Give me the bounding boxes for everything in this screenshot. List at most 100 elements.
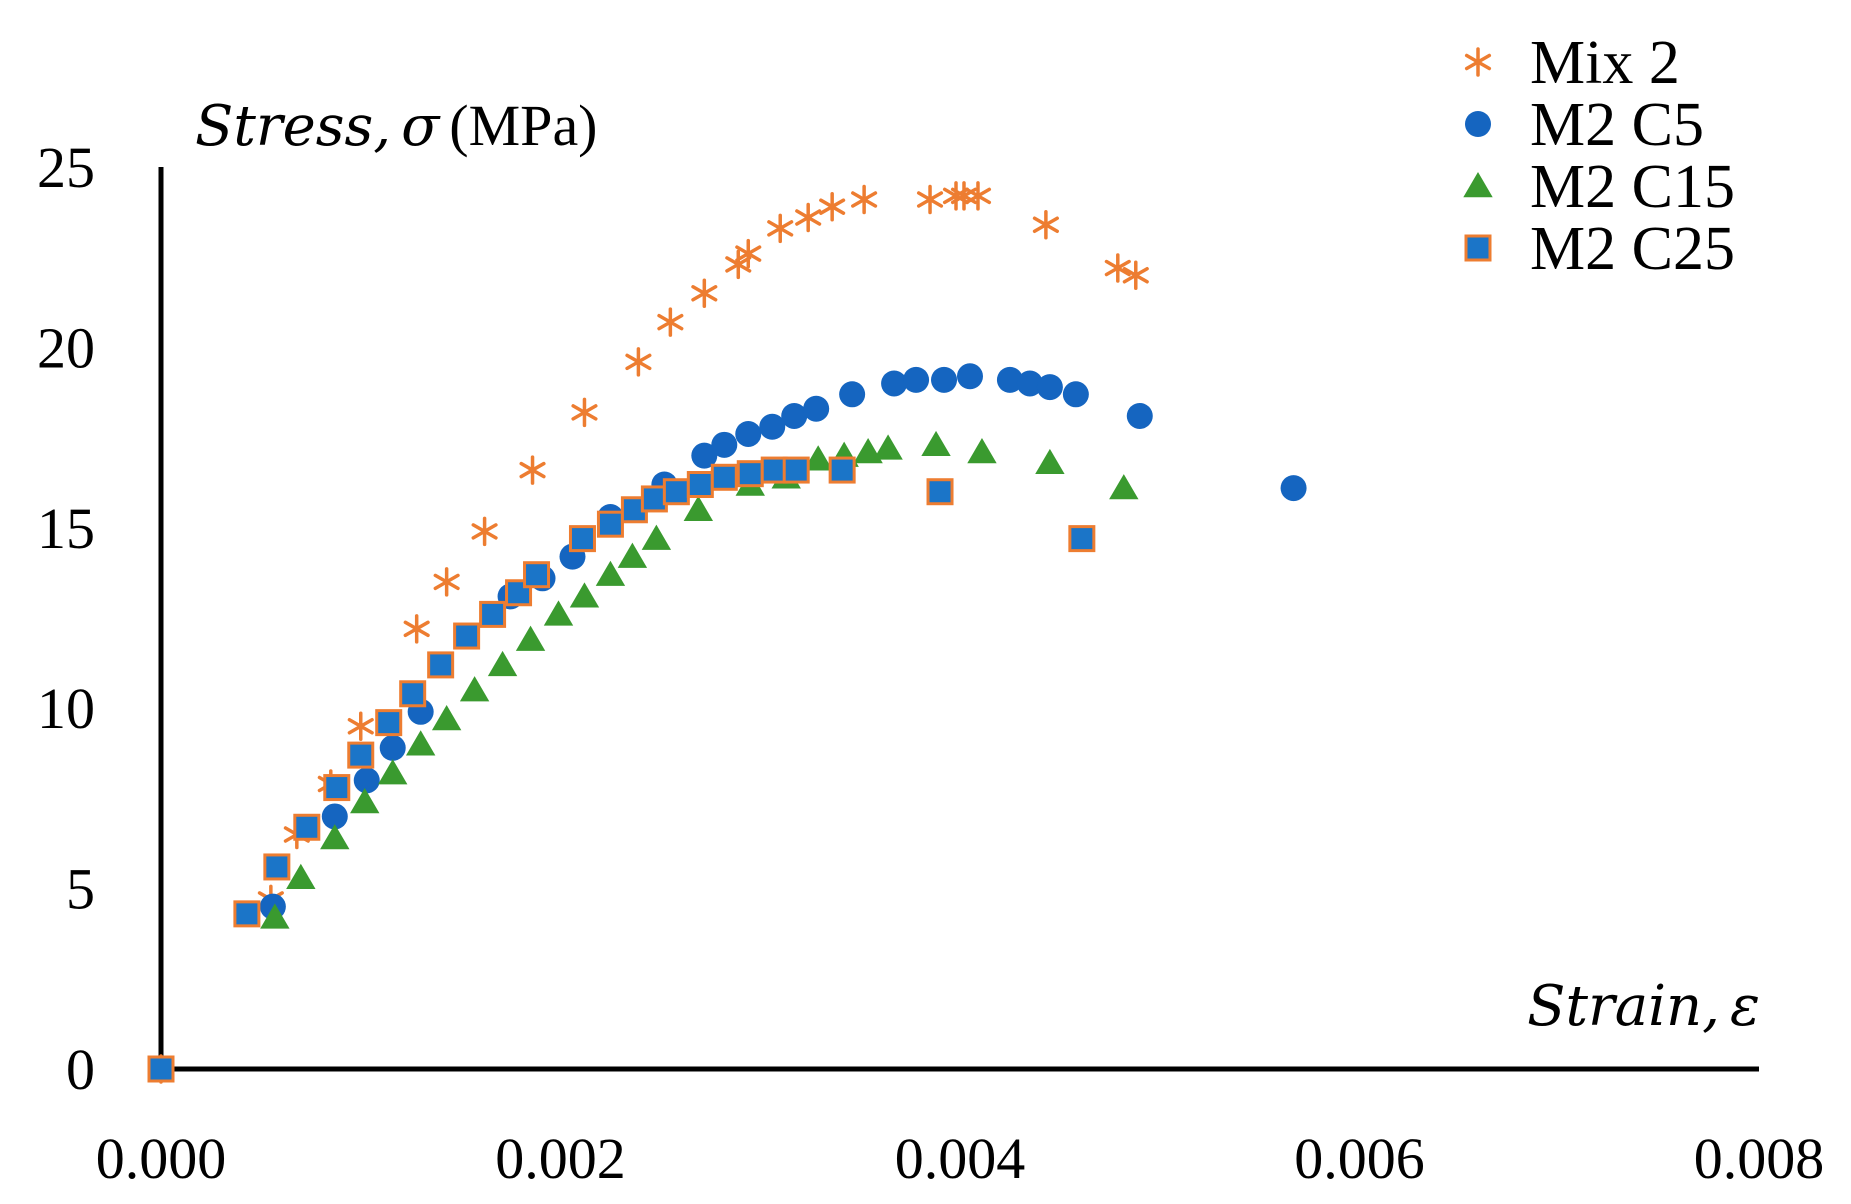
plot-area bbox=[147, 181, 1307, 1084]
data-point bbox=[996, 366, 1023, 393]
data-point bbox=[710, 463, 738, 491]
data-point bbox=[657, 307, 684, 337]
data-point bbox=[347, 741, 375, 769]
data-point bbox=[1035, 448, 1065, 475]
data-point bbox=[427, 651, 455, 679]
series-mix-2 bbox=[147, 181, 1149, 1084]
y-tick-label: 15 bbox=[37, 496, 95, 561]
data-point bbox=[711, 431, 738, 458]
data-point bbox=[1122, 260, 1149, 290]
data-point bbox=[353, 767, 380, 794]
data-point bbox=[1016, 370, 1043, 397]
data-point bbox=[378, 759, 408, 785]
legend-marker bbox=[1464, 234, 1492, 262]
data-point bbox=[1280, 475, 1307, 502]
data-point bbox=[931, 366, 958, 393]
x-tick-label: 0.000 bbox=[96, 1126, 227, 1191]
data-point bbox=[263, 853, 291, 881]
x-tick-label: 0.002 bbox=[495, 1126, 626, 1191]
legend-entry: M2 C15 bbox=[1463, 153, 1735, 221]
data-point bbox=[595, 560, 626, 586]
data-point bbox=[471, 516, 498, 547]
series-m2-c25 bbox=[147, 456, 1096, 1083]
data-point bbox=[596, 510, 624, 538]
data-point bbox=[543, 600, 574, 626]
data-point bbox=[839, 381, 866, 408]
tick-labels: 0.000 0.002 0.004 0.006 0.008 0 5 10 15 20 25 bbox=[37, 135, 1824, 1191]
data-point bbox=[795, 202, 822, 233]
data-point bbox=[641, 524, 672, 550]
legend-entry: Mix 2 bbox=[1464, 29, 1680, 97]
data-point bbox=[735, 420, 762, 447]
data-point bbox=[569, 582, 600, 608]
data-point bbox=[347, 711, 374, 741]
data-point bbox=[1062, 381, 1089, 408]
data-point bbox=[683, 495, 714, 521]
y-tick-label: 5 bbox=[66, 857, 95, 922]
data-point bbox=[767, 213, 794, 244]
data-point bbox=[323, 774, 351, 802]
data-point bbox=[782, 456, 810, 484]
data-point bbox=[873, 434, 903, 460]
data-point bbox=[350, 788, 380, 814]
x-tick-label: 0.004 bbox=[895, 1126, 1026, 1191]
data-point bbox=[320, 824, 350, 850]
data-point bbox=[459, 676, 490, 702]
data-point bbox=[375, 709, 403, 737]
x-tick-label: 0.008 bbox=[1694, 1126, 1825, 1191]
data-point bbox=[405, 730, 436, 756]
x-axis-label: Strain, ε bbox=[1527, 974, 1760, 1039]
y-tick-label: 20 bbox=[37, 315, 95, 380]
data-point bbox=[759, 413, 786, 440]
data-point bbox=[568, 525, 596, 553]
data-point bbox=[828, 456, 856, 484]
data-point bbox=[967, 438, 997, 464]
data-point bbox=[1109, 474, 1139, 500]
data-point bbox=[735, 238, 762, 269]
data-point bbox=[571, 397, 598, 428]
data-point bbox=[662, 478, 690, 506]
y-tick-label: 10 bbox=[37, 676, 95, 741]
data-point bbox=[881, 370, 908, 397]
y-tick-label: 25 bbox=[37, 135, 95, 200]
data-point bbox=[260, 903, 290, 929]
data-point bbox=[1068, 525, 1096, 553]
data-point bbox=[803, 445, 833, 471]
y-axis-label: Stress, σ (MPa) bbox=[195, 93, 598, 159]
data-point bbox=[515, 625, 546, 651]
data-point bbox=[625, 347, 652, 377]
legend-entry: M2 C25 bbox=[1464, 215, 1735, 283]
data-point bbox=[926, 478, 954, 506]
data-point bbox=[1126, 402, 1153, 429]
legend-label: M2 C15 bbox=[1530, 153, 1735, 221]
data-point bbox=[233, 900, 261, 928]
data-point bbox=[1036, 374, 1063, 401]
legend-label: Mix 2 bbox=[1530, 29, 1680, 97]
data-point bbox=[851, 184, 878, 215]
data-point bbox=[1104, 253, 1131, 283]
data-point bbox=[691, 278, 718, 309]
data-point bbox=[686, 471, 714, 499]
axes bbox=[158, 167, 1759, 1072]
data-point bbox=[964, 181, 992, 211]
data-point bbox=[286, 863, 316, 889]
data-point bbox=[725, 249, 752, 280]
data-point bbox=[781, 402, 808, 429]
legend-marker bbox=[1463, 172, 1493, 198]
data-point bbox=[803, 395, 830, 422]
data-point bbox=[479, 600, 507, 628]
data-point bbox=[916, 184, 944, 215]
x-tick-label: 0.006 bbox=[1294, 1126, 1425, 1191]
y-tick-label: 0 bbox=[66, 1037, 95, 1102]
series-m2-c15 bbox=[260, 430, 1139, 929]
legend-marker bbox=[1465, 111, 1491, 137]
data-point bbox=[321, 803, 348, 830]
data-point bbox=[147, 1055, 175, 1083]
data-point bbox=[617, 542, 648, 568]
legend-label: M2 C5 bbox=[1530, 91, 1704, 159]
data-point bbox=[523, 561, 551, 589]
data-point bbox=[640, 485, 668, 513]
data-point bbox=[956, 363, 983, 390]
data-point bbox=[379, 734, 406, 761]
